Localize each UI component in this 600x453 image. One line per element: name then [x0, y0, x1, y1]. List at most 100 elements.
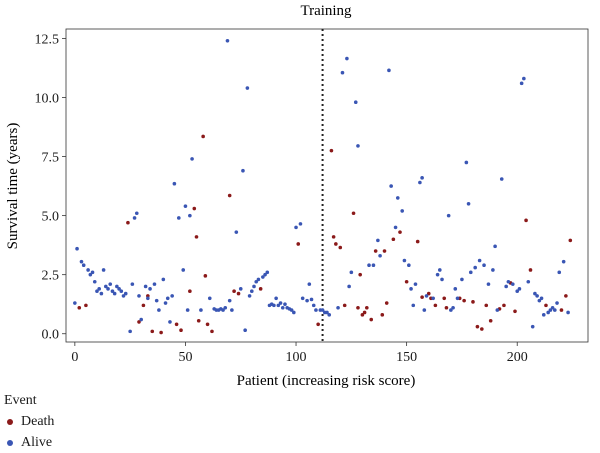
data-point-alive [139, 317, 144, 322]
data-point-alive [185, 308, 190, 312]
data-point-alive [256, 277, 261, 282]
data-point-alive [395, 196, 400, 200]
data-point-death [471, 300, 475, 304]
data-point-death [362, 310, 367, 315]
data-point-death [227, 193, 232, 198]
data-point-death [568, 238, 573, 243]
data-point-alive [468, 270, 473, 275]
data-point-death [296, 242, 301, 246]
data-point-death [196, 318, 201, 323]
plot-frame [65, 28, 589, 343]
data-point-death [334, 242, 338, 246]
data-point-death [201, 134, 205, 139]
data-point-alive [533, 291, 537, 296]
data-point-alive [123, 291, 128, 296]
data-point-death [179, 328, 183, 332]
data-point-alive [407, 263, 411, 268]
data-point-alive [132, 216, 137, 220]
x-tick-label: 200 [507, 350, 528, 365]
data-point-alive [440, 277, 444, 282]
data-point-death [524, 218, 528, 223]
data-point-alive [548, 308, 553, 312]
data-point-alive [506, 279, 511, 284]
data-point-alive [387, 68, 391, 73]
data-point-alive [356, 144, 360, 148]
data-point-alive [464, 160, 469, 165]
data-point-death [188, 289, 192, 294]
data-point-alive [349, 270, 354, 275]
data-point-alive [88, 272, 93, 277]
data-point-alive [367, 263, 371, 268]
data-point-alive [530, 324, 535, 329]
data-point-death [174, 322, 179, 327]
data-point-alive [482, 263, 486, 268]
data-point-alive [223, 305, 228, 310]
data-point-alive [172, 181, 177, 186]
data-point-alive [466, 202, 471, 206]
legend-title: Event [4, 393, 37, 408]
data-point-alive [137, 294, 141, 298]
data-point-alive [309, 297, 314, 302]
data-point-death [203, 274, 208, 278]
data-point-alive [376, 238, 380, 243]
data-point-death [484, 303, 489, 308]
x-tick-label: 0 [71, 350, 78, 365]
data-point-alive [519, 81, 524, 86]
data-point-death [488, 318, 493, 323]
data-point-death [564, 294, 568, 298]
x-tick-label: 50 [178, 350, 192, 365]
data-point-alive [477, 258, 482, 263]
data-point-alive [371, 263, 376, 268]
data-point-alive [486, 282, 491, 286]
data-point-alive [143, 284, 148, 289]
data-point-alive [245, 86, 250, 90]
data-point-alive [499, 177, 504, 181]
data-point-alive [455, 296, 460, 301]
data-point-alive [495, 308, 500, 312]
data-point-alive [283, 302, 287, 307]
data-point-death [475, 324, 480, 329]
data-point-alive [400, 209, 405, 213]
data-point-alive [227, 298, 232, 303]
data-point-alive [378, 253, 382, 258]
data-point-death [502, 303, 506, 308]
data-point-alive [353, 100, 358, 105]
data-point-death [365, 305, 369, 310]
data-point-alive [101, 268, 106, 272]
data-point-alive [108, 282, 113, 286]
data-point-death [342, 303, 347, 308]
data-point-alive [249, 289, 254, 294]
data-point-alive [157, 308, 161, 312]
data-point-alive [161, 277, 166, 282]
data-point-death [126, 220, 130, 225]
data-point-death [150, 329, 155, 334]
data-point-alive [300, 296, 305, 301]
data-point-alive [272, 303, 276, 308]
data-point-alive [95, 289, 99, 294]
data-point-death [159, 330, 163, 335]
data-point-alive [561, 259, 566, 264]
y-tick-label: 0.0 [42, 328, 60, 343]
data-point-alive [541, 313, 546, 317]
data-point-alive [146, 296, 150, 301]
data-point-alive [451, 305, 455, 310]
data-point-death [351, 211, 356, 216]
data-point-alive [243, 328, 247, 332]
data-point-death [398, 230, 402, 234]
data-point-death [77, 305, 82, 310]
data-point-alive [493, 244, 497, 249]
data-point-alive [73, 301, 77, 305]
data-point-alive [221, 308, 225, 312]
data-point-death [391, 237, 396, 242]
data-point-death [462, 298, 466, 303]
data-point-alive [230, 308, 234, 312]
legend-item-alive: Alive [4, 432, 54, 453]
data-point-alive [79, 259, 84, 264]
data-point-alive [557, 270, 562, 275]
data-point-alive [90, 270, 95, 275]
data-point-alive [148, 287, 152, 291]
data-point-alive [325, 310, 329, 315]
data-point-alive [537, 298, 542, 303]
data-point-death [356, 305, 360, 310]
data-point-death [384, 301, 389, 305]
